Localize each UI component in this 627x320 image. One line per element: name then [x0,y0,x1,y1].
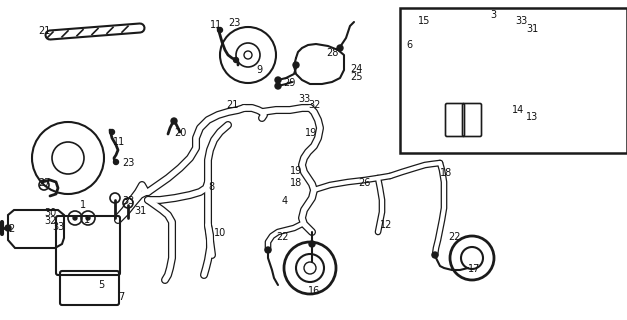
Text: 29: 29 [283,78,295,88]
Text: 10: 10 [214,228,226,238]
Circle shape [73,216,77,220]
Circle shape [477,23,483,29]
Text: 22: 22 [276,232,288,242]
Circle shape [275,83,281,89]
Text: 28: 28 [326,48,339,58]
Text: 21: 21 [38,26,50,36]
Text: 17: 17 [468,264,480,274]
Text: 33: 33 [515,16,527,26]
Text: 22: 22 [448,232,460,242]
Text: 21: 21 [226,100,238,110]
Text: 1: 1 [80,200,86,210]
Text: 13: 13 [526,112,538,122]
Text: 30: 30 [44,208,56,218]
Circle shape [447,37,453,43]
Text: 33: 33 [298,94,310,104]
Text: 16: 16 [308,286,320,296]
Text: 32: 32 [308,100,320,110]
Text: 8: 8 [208,182,214,192]
Circle shape [233,58,238,62]
Text: 5: 5 [98,280,104,290]
Circle shape [432,252,438,258]
Text: 31: 31 [134,206,146,216]
Circle shape [171,118,177,124]
Circle shape [275,77,281,83]
Text: 12: 12 [380,220,393,230]
Circle shape [265,247,271,253]
Circle shape [293,62,299,68]
Text: 11: 11 [210,20,222,30]
Circle shape [337,45,343,51]
Text: 7: 7 [118,292,124,302]
Circle shape [409,25,415,31]
Circle shape [470,108,474,112]
Text: 20: 20 [174,128,186,138]
Text: 19: 19 [290,166,302,176]
Text: 14: 14 [512,105,524,115]
Text: 2: 2 [8,224,14,234]
Text: 24: 24 [350,64,362,74]
Text: 32: 32 [44,216,56,226]
Text: 25: 25 [350,72,362,82]
Circle shape [453,108,457,112]
Text: 18: 18 [440,168,452,178]
Circle shape [86,216,90,220]
Text: 6: 6 [406,40,412,50]
Text: 15: 15 [418,16,430,26]
Circle shape [5,225,11,231]
Text: 4: 4 [282,196,288,206]
Bar [400,8,627,153]
Text: 23: 23 [228,18,240,28]
Circle shape [461,29,467,35]
Text: 18: 18 [290,178,302,188]
Text: 9: 9 [256,65,262,75]
Circle shape [113,159,119,164]
Text: 3: 3 [490,10,496,20]
Text: 19: 19 [305,128,317,138]
Text: 26: 26 [358,178,371,188]
Text: 23: 23 [122,158,134,168]
Text: 31: 31 [526,24,538,34]
Text: 27: 27 [38,178,51,188]
Circle shape [218,28,223,33]
Text: 33: 33 [52,222,64,232]
Text: 11: 11 [113,137,125,147]
Circle shape [309,241,315,247]
Text: 1: 1 [84,215,90,225]
Text: 33: 33 [122,196,134,206]
Circle shape [110,130,115,134]
